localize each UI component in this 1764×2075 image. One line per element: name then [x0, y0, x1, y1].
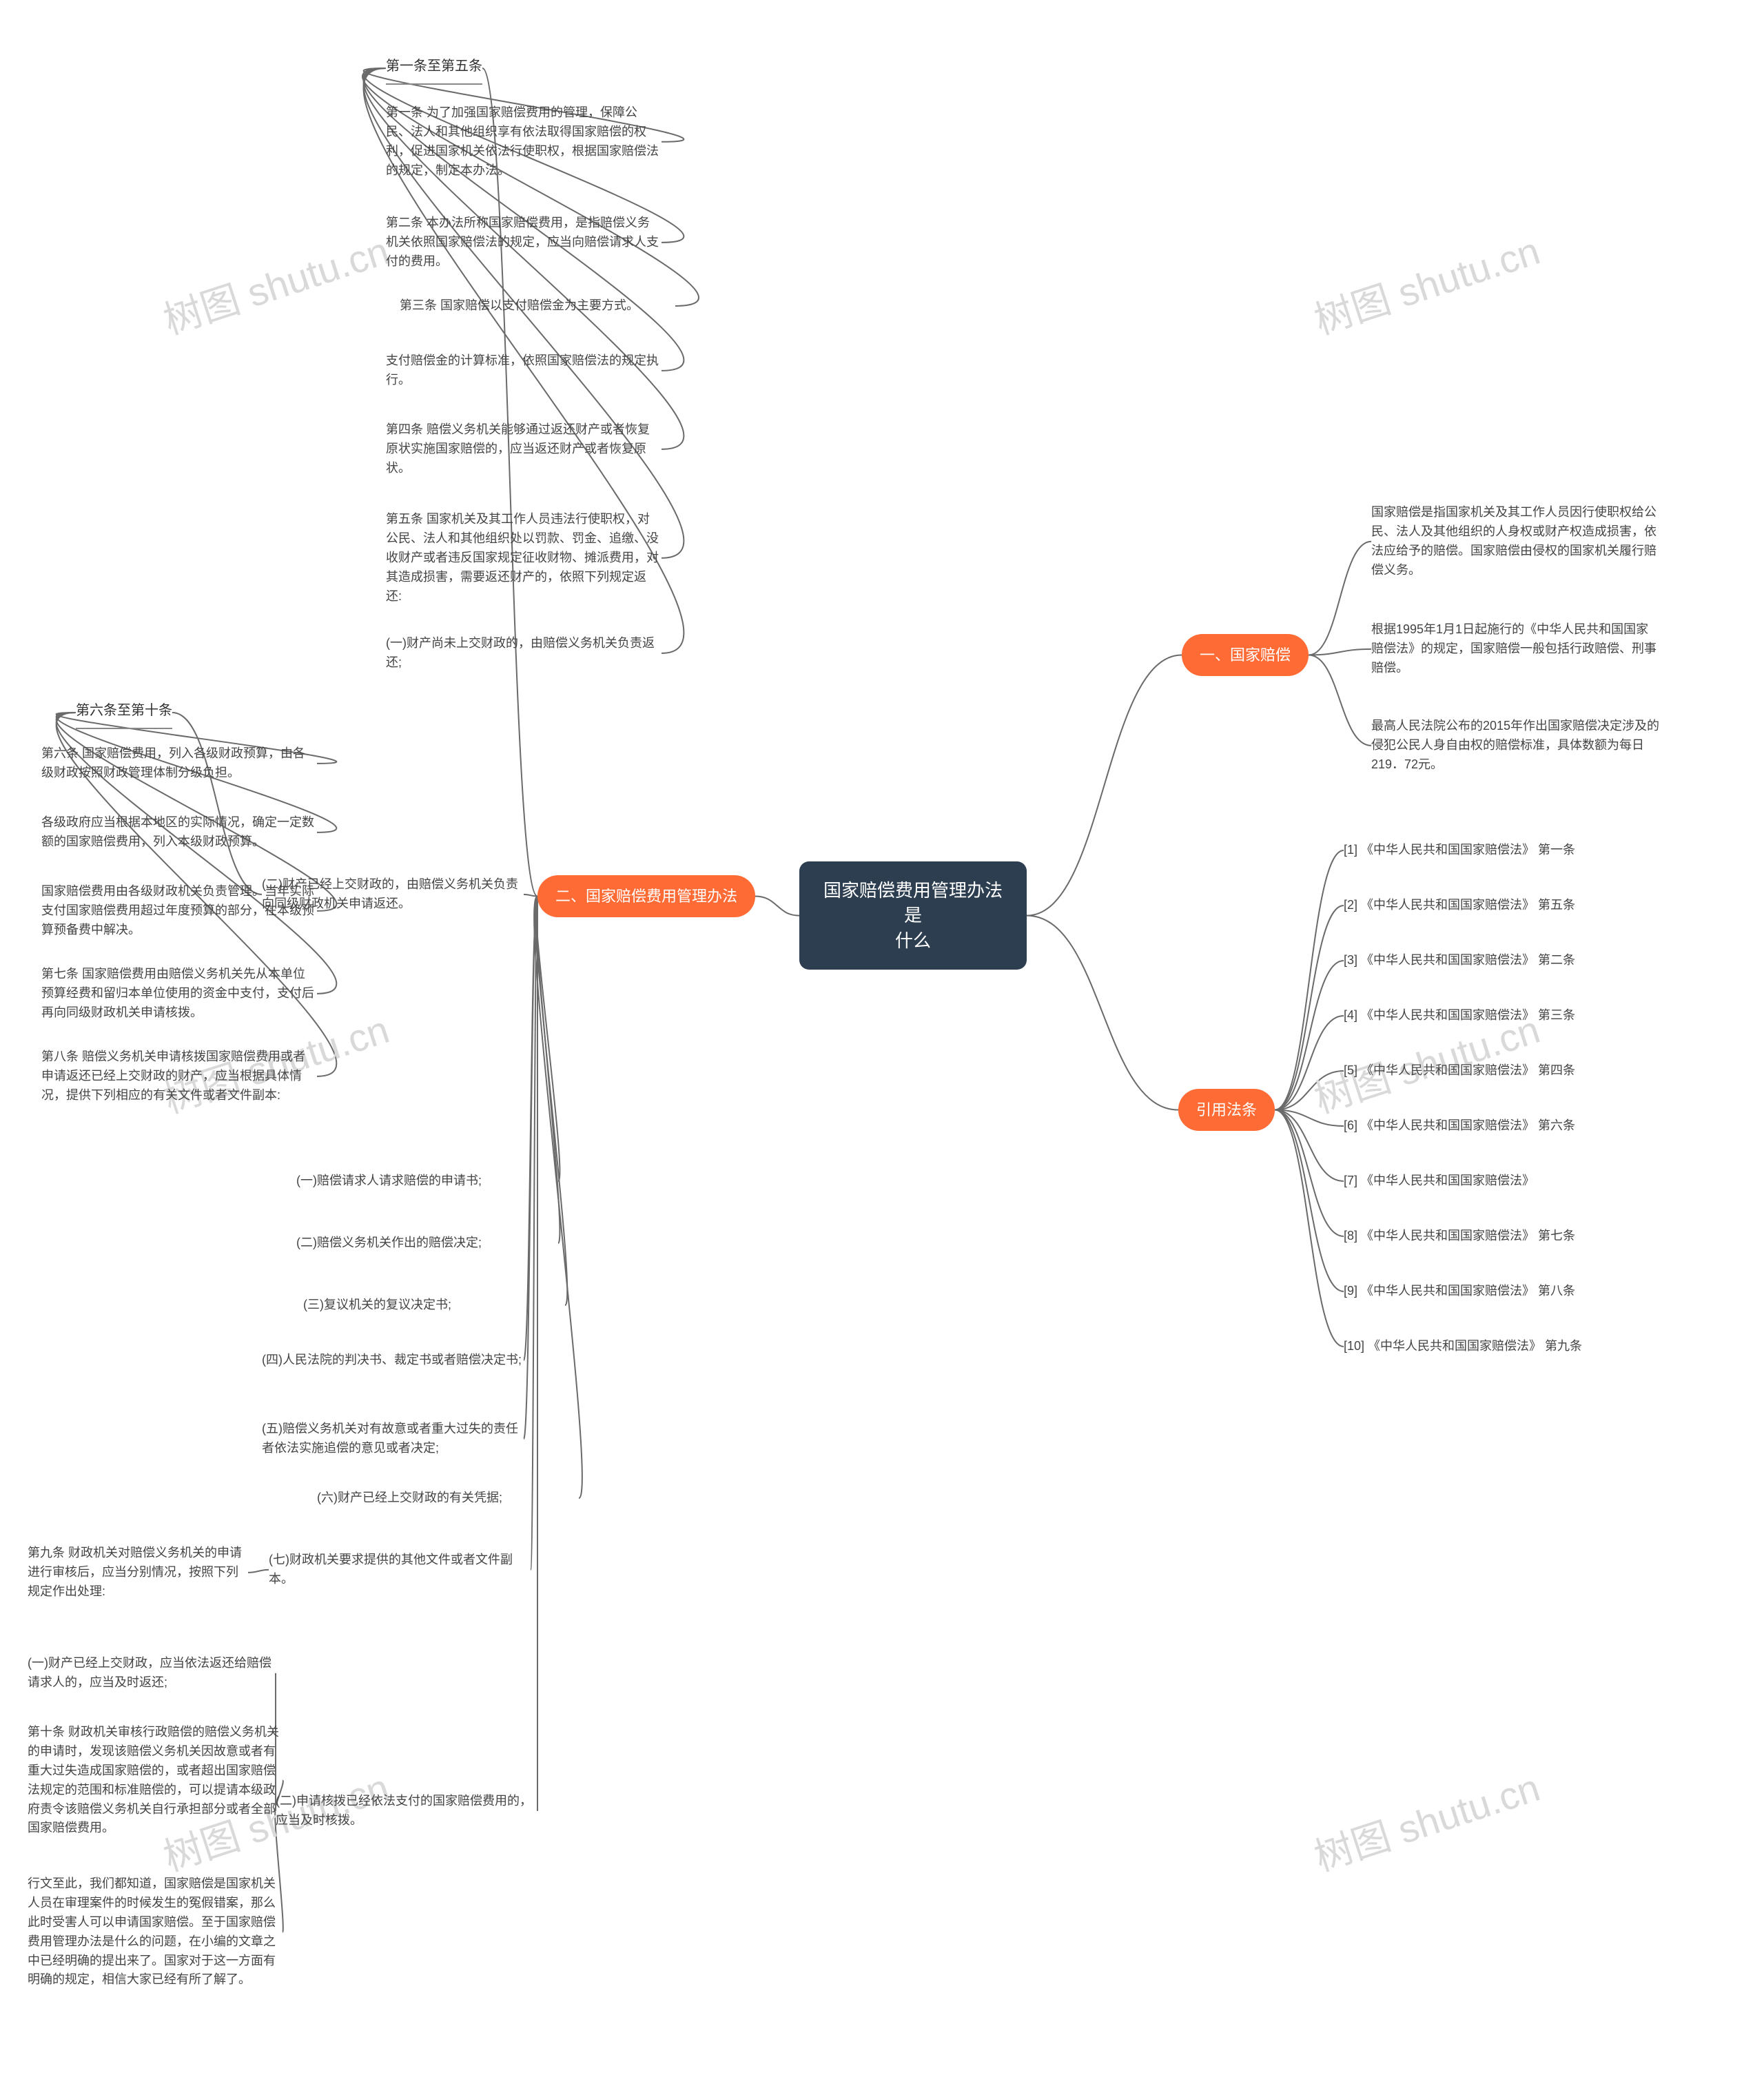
branch2-item: [7] 《中华人民共和国国家赔偿法》	[1344, 1172, 1535, 1191]
sec1-item: 第二条 本办法所称国家赔偿费用，是指赔偿义务机关依照国家赔偿法的规定，应当向赔偿…	[386, 214, 662, 272]
root-node: 国家赔偿费用管理办法是 什么	[799, 861, 1027, 970]
branch2-item: [10] 《中华人民共和国国家赔偿法》 第九条	[1344, 1337, 1582, 1356]
sec1-item: 第四条 赔偿义务机关能够通过返还财产或者恢复原状实施国家赔偿的，应当返还财产或者…	[386, 420, 662, 478]
sec2b-item: (一)赔偿请求人请求赔偿的申请书;	[296, 1172, 558, 1191]
branch2-item: [1] 《中华人民共和国国家赔偿法》 第一条	[1344, 841, 1575, 860]
branch2-item: [8] 《中华人民共和国国家赔偿法》 第七条	[1344, 1227, 1575, 1246]
sec1-item: 支付赔偿金的计算标准，依照国家赔偿法的规定执行。	[386, 351, 662, 390]
sec2d-item: (一)财产已经上交财政，应当依法返还给赔偿请求人的，应当及时返还;	[28, 1654, 276, 1693]
sec1-item: (一)财产尚未上交财政的，由赔偿义务机关负责返还;	[386, 634, 662, 673]
sec2-item: 国家赔偿费用由各级财政机关负责管理。当年实际支付国家赔偿费用超过年度预算的部分，…	[41, 882, 317, 940]
sec2-header: 第六条至第十条	[76, 696, 172, 729]
branch2-item: [4] 《中华人民共和国国家赔偿法》 第三条	[1344, 1006, 1575, 1025]
branch1-item: 国家赔偿是指国家机关及其工作人员因行使职权给公民、法人及其他组织的人身权或财产权…	[1371, 503, 1661, 580]
sec2c-item: 第九条 财政机关对赔偿义务机关的申请进行审核后，应当分别情况，按照下列规定作出处…	[28, 1544, 248, 1602]
branch2-item: [5] 《中华人民共和国国家赔偿法》 第四条	[1344, 1061, 1575, 1081]
sec2-item: 各级政府应当根据本地区的实际情况，确定一定数额的国家赔偿费用，列入本级财政预算。	[41, 813, 317, 852]
branch2-item: [3] 《中华人民共和国国家赔偿法》 第二条	[1344, 951, 1575, 970]
sec2b-item: (二)赔偿义务机关作出的赔偿决定;	[296, 1234, 558, 1253]
sec1-item: 第五条 国家机关及其工作人员违法行使职权，对公民、法人和其他组织处以罚款、罚金、…	[386, 510, 662, 606]
sec2d-conn: (二)申请核拨已经依法支付的国家赔偿费用的，应当及时核拨。	[276, 1792, 537, 1830]
branch2-item: [2] 《中华人民共和国国家赔偿法》 第五条	[1344, 896, 1575, 915]
branch1-item: 最高人民法院公布的2015年作出国家赔偿决定涉及的侵犯公民人身自由权的赔偿标准，…	[1371, 717, 1661, 775]
root-line2: 什么	[820, 928, 1006, 953]
sec1-item: 第三条 国家赔偿以支付赔偿金为主要方式。	[400, 296, 675, 316]
sec2b-item: (五)赔偿义务机关对有故意或者重大过失的责任者依法实施追偿的意见或者决定;	[262, 1420, 524, 1458]
branch-1: 一、国家赔偿	[1182, 634, 1309, 676]
sec2-item: 第八条 赔偿义务机关申请核拨国家赔偿费用或者申请返还已经上交财政的财产，应当根据…	[41, 1047, 317, 1105]
sec2b-item: (六)财产已经上交财政的有关凭据;	[317, 1489, 579, 1508]
sec2c-conn: (七)财政机关要求提供的其他文件或者文件副本。	[269, 1551, 531, 1589]
branch2-item: [6] 《中华人民共和国国家赔偿法》 第六条	[1344, 1116, 1575, 1136]
sec1-header: 第一条至第五条	[386, 52, 482, 85]
branch2-item: [9] 《中华人民共和国国家赔偿法》 第八条	[1344, 1282, 1575, 1301]
branch1-item: 根据1995年1月1日起施行的《中华人民共和国国家赔偿法》的规定，国家赔偿一般包…	[1371, 620, 1661, 678]
root-line1: 国家赔偿费用管理办法是	[820, 878, 1006, 928]
sec2b-item: (四)人民法院的判决书、裁定书或者赔偿决定书;	[262, 1351, 524, 1370]
sec1-item: 第一条 为了加强国家赔偿费用的管理，保障公民、法人和其他组织享有依法取得国家赔偿…	[386, 103, 662, 181]
sec2d-item: 第十条 财政机关审核行政赔偿的赔偿义务机关的申请时，发现该赔偿义务机关因故意或者…	[28, 1723, 283, 1838]
sec2d-item: 行文至此，我们都知道，国家赔偿是国家机关人员在审理案件的时候发生的冤假错案，那么…	[28, 1874, 283, 1990]
sec2-item: 第六条 国家赔偿费用，列入各级财政预算，由各级财政按照财政管理体制分级负担。	[41, 744, 317, 783]
branch-2: 引用法条	[1178, 1089, 1275, 1131]
branch-3: 二、国家赔偿费用管理办法	[537, 875, 755, 917]
sec2b-item: (三)复议机关的复议决定书;	[303, 1296, 565, 1315]
sec2-item: 第七条 国家赔偿费用由赔偿义务机关先从本单位预算经费和留归本单位使用的资金中支付…	[41, 965, 317, 1023]
